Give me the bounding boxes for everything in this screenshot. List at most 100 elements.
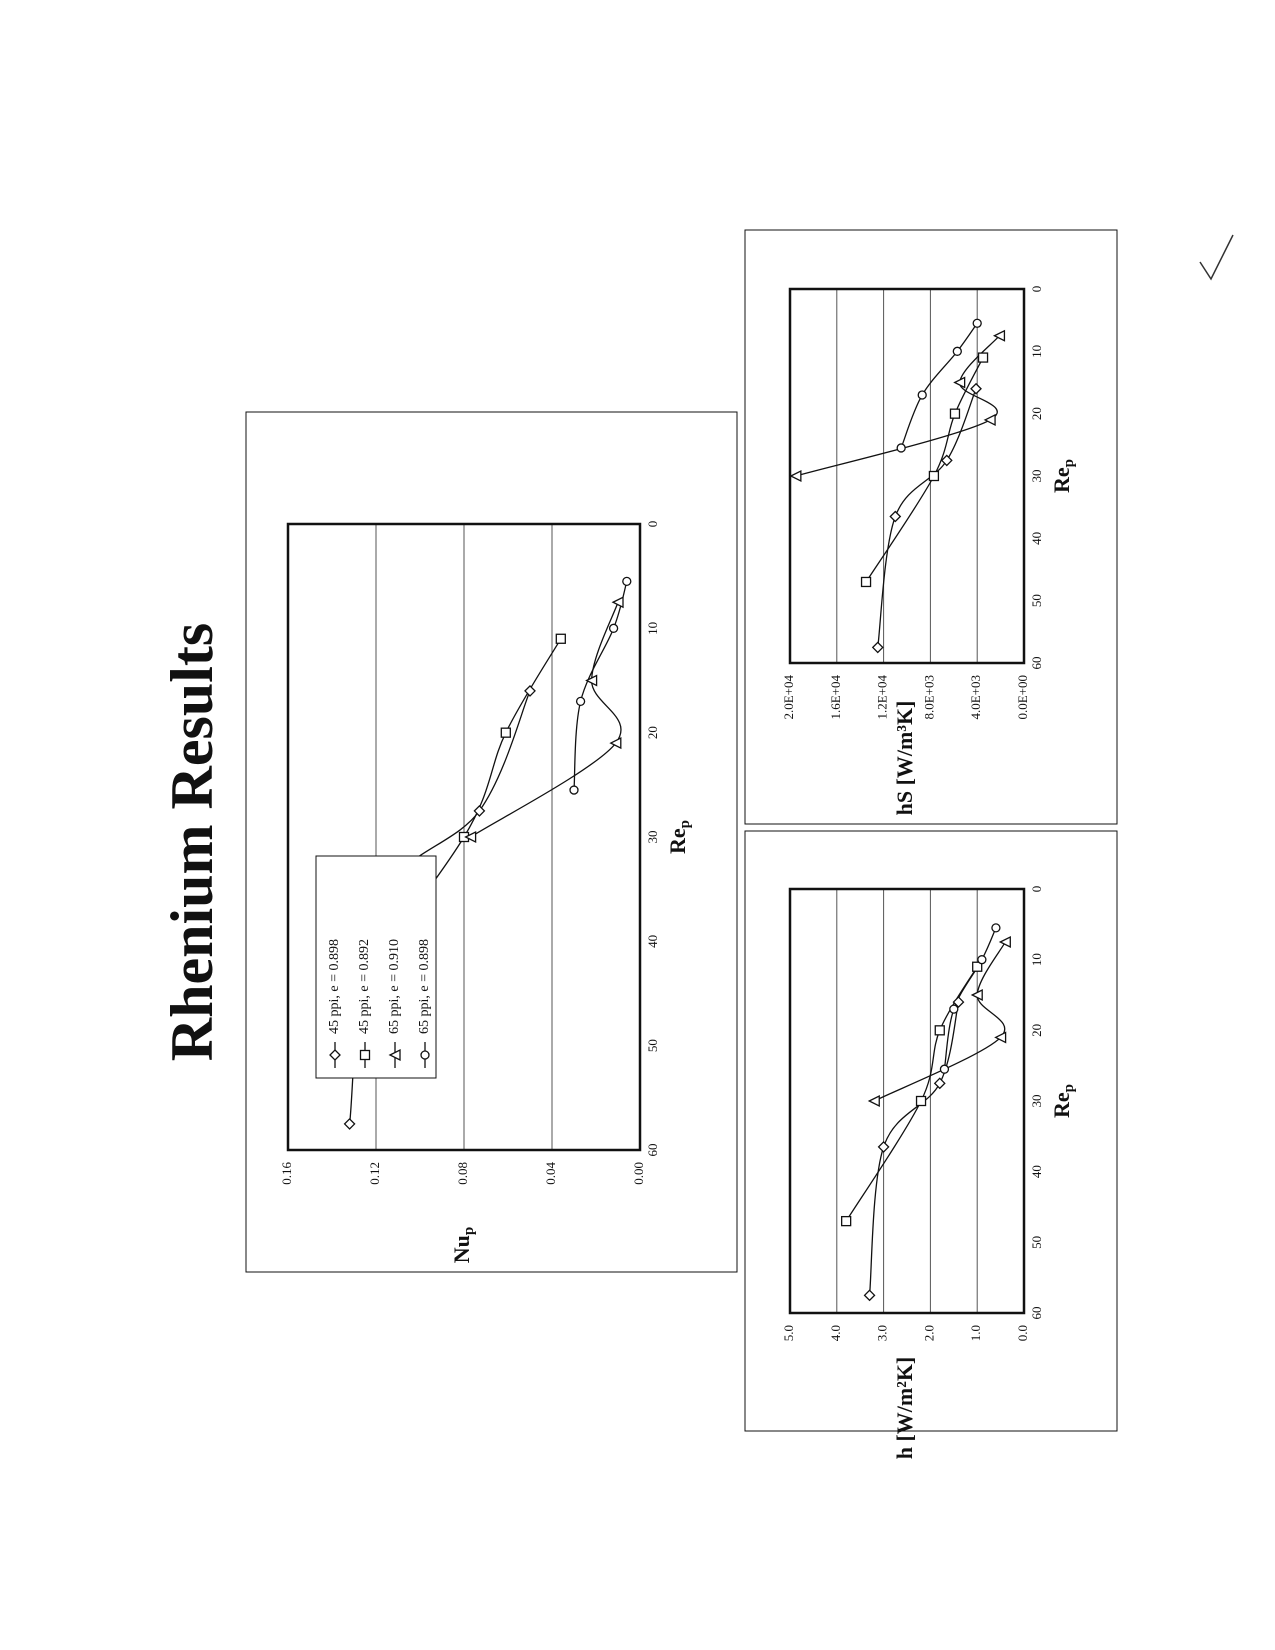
- legend-marker-circle: [420, 1050, 430, 1060]
- series-line-triangle: [795, 335, 1000, 477]
- data-point-triangle: [970, 988, 983, 1002]
- series-lines: [795, 322, 1000, 648]
- data-point-triangle: [998, 935, 1011, 949]
- data-point-circle: [622, 576, 632, 587]
- data-point-triangle: [609, 737, 622, 750]
- data-point-square: [934, 1025, 945, 1036]
- check-mark-icon: [1199, 234, 1234, 281]
- y-tick-label: 1.2E+04: [875, 675, 890, 720]
- x-axis-title-subscript: p: [1061, 459, 1077, 467]
- x-tick-label: 10: [645, 622, 660, 635]
- x-axis-title: Rep: [1049, 1084, 1077, 1118]
- y-tick-label: 0.16: [279, 1162, 294, 1185]
- series-line-diamond: [877, 388, 977, 648]
- series-lines: [845, 927, 1006, 1296]
- y-tick-label: 3.0: [875, 1325, 890, 1341]
- data-point-square: [555, 633, 566, 644]
- plot-area: [286, 522, 642, 1152]
- chart-hs-vs-re: 0.0E+00 4.0E+03 8.0E+03 1.2E+04 1.6E+04 2.0E+…: [781, 286, 1077, 816]
- x-tick-label: 0: [1029, 286, 1044, 293]
- y-tick-label: 1.6E+04: [828, 675, 843, 720]
- data-point-triangle: [464, 830, 477, 844]
- y-tick-label: 0.0: [1015, 1325, 1030, 1341]
- chart-h-vs-re: 0.0 1.0 2.0 3.0 4.0 5.0 0 10 20 30 40 50 60 Rep h [W/m…: [781, 886, 1077, 1460]
- y-axis-title-main: h [W/m²K]: [892, 1357, 917, 1460]
- data-point-triangle: [983, 413, 996, 426]
- legend-marker-diamond: [329, 1049, 341, 1061]
- x-tick-label: 40: [1029, 532, 1044, 545]
- data-point-circle: [608, 623, 619, 633]
- data-point-triangle: [585, 674, 598, 687]
- legend-box: [315, 855, 437, 1079]
- legend-marker-square: [359, 1049, 371, 1061]
- data-point-square: [841, 1215, 852, 1227]
- y-tick-label: 0.08: [455, 1162, 470, 1185]
- x-axis-title: Rep: [1049, 459, 1077, 493]
- data-point-diamond: [889, 510, 902, 523]
- data-point-diamond: [970, 382, 982, 395]
- x-tick-label: 20: [1029, 407, 1044, 420]
- x-tick-label: 50: [1029, 594, 1044, 607]
- y-axis-title-subscript: p: [461, 1227, 477, 1235]
- data-point-square: [949, 408, 961, 419]
- data-point-circle: [939, 1064, 950, 1074]
- x-tick-label: 60: [1029, 1307, 1044, 1320]
- data-point-diamond: [952, 996, 965, 1008]
- chart-nu-vs-re: 0.000.040.080.120.160102030405060RepNup4…: [279, 521, 693, 1263]
- y-axis-title-main: Nu: [449, 1235, 474, 1263]
- series-line-square: [865, 357, 984, 583]
- data-point-diamond: [343, 1117, 356, 1130]
- legend-entry: 45 ppi, e = 0.892: [357, 939, 372, 1034]
- legend-entry: 65 ppi, e = 0.898: [417, 939, 432, 1034]
- series-line-circle: [900, 322, 978, 449]
- x-axis-title: Rep: [665, 820, 693, 854]
- data-point-diamond: [524, 685, 536, 697]
- legend-marker-triangle: [388, 1048, 401, 1062]
- y-tick-label: 1.0: [968, 1325, 983, 1341]
- y-axis-title-main: hS [W/m³K]: [892, 701, 917, 816]
- data-point-circle: [977, 955, 987, 965]
- y-tick-label: 0.00: [631, 1162, 646, 1185]
- y-tick-label: 0.04: [543, 1162, 558, 1185]
- legend: 45 ppi, e = 0.898 45 ppi, e = 0.892 65 ppi…: [315, 855, 437, 1079]
- chart-frame-hs: [744, 229, 1118, 825]
- data-point-triangle: [992, 329, 1006, 342]
- x-tick-label: 30: [1029, 1095, 1044, 1108]
- x-tick-label: 20: [645, 726, 660, 739]
- data-point-circle: [917, 390, 927, 400]
- y-axis-title: h [W/m²K]: [892, 1357, 917, 1460]
- chart-frame-h: [744, 830, 1118, 1432]
- series-line-triangle: [470, 602, 622, 838]
- chart-frame-nu: [245, 411, 738, 1273]
- data-point-triangle: [867, 1094, 880, 1108]
- x-axis-title-main: Re: [1049, 467, 1074, 493]
- x-tick-label: 60: [645, 1144, 660, 1157]
- x-axis-title-main: Re: [665, 828, 690, 854]
- data-point-square: [972, 961, 983, 972]
- x-tick-label: 30: [645, 831, 660, 844]
- y-axis-title: Nup: [449, 1227, 477, 1263]
- x-tick-label: 0: [1029, 886, 1044, 893]
- plot-area: [788, 887, 1026, 1315]
- x-tick-label: 20: [1029, 1024, 1044, 1037]
- y-tick-label: 4.0E+03: [968, 675, 983, 720]
- y-tick-label: 0.12: [367, 1162, 382, 1185]
- data-point-diamond: [863, 1289, 876, 1302]
- data-point-triangle: [953, 376, 966, 389]
- page-title: Rhenium Results: [159, 623, 225, 1061]
- x-tick-label: 30: [1029, 470, 1044, 483]
- series-line-triangle: [873, 941, 1006, 1102]
- data-point-triangle: [611, 596, 624, 609]
- x-axis-title-subscript: p: [677, 820, 693, 828]
- y-tick-label: 8.0E+03: [921, 675, 936, 720]
- data-point-circle: [569, 785, 579, 795]
- y-tick-label: 2.0: [921, 1325, 936, 1341]
- y-tick-label: 0.0E+00: [1015, 675, 1030, 720]
- data-point-diamond: [940, 454, 953, 467]
- y-axis-title: hS [W/m³K]: [892, 701, 917, 816]
- x-tick-label: 50: [1029, 1236, 1044, 1249]
- data-point-square: [860, 576, 872, 588]
- data-point-diamond: [877, 1141, 890, 1153]
- data-point-circle: [991, 923, 1001, 933]
- x-axis-title-subscript: p: [1061, 1084, 1077, 1092]
